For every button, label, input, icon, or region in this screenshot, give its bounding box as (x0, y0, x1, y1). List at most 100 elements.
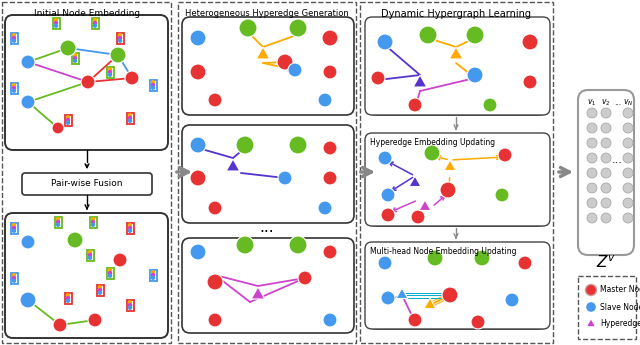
Circle shape (60, 40, 76, 56)
Circle shape (99, 286, 102, 289)
Bar (116, 32, 124, 43)
Circle shape (118, 34, 122, 37)
Circle shape (601, 168, 611, 178)
Circle shape (323, 141, 337, 155)
Circle shape (21, 235, 35, 249)
FancyBboxPatch shape (372, 249, 543, 329)
Circle shape (67, 118, 70, 121)
Bar (65, 115, 72, 126)
Circle shape (587, 123, 597, 133)
Circle shape (474, 250, 490, 266)
Bar (97, 285, 104, 296)
Circle shape (505, 293, 519, 307)
Circle shape (56, 218, 60, 221)
Circle shape (318, 201, 332, 215)
Circle shape (13, 89, 15, 92)
Circle shape (54, 24, 58, 27)
Circle shape (381, 208, 395, 222)
Circle shape (408, 313, 422, 327)
Circle shape (56, 223, 60, 226)
Circle shape (289, 19, 307, 37)
Circle shape (623, 153, 633, 163)
Circle shape (129, 119, 131, 122)
Circle shape (81, 75, 95, 89)
Circle shape (587, 198, 597, 208)
Circle shape (93, 24, 97, 27)
Circle shape (93, 19, 97, 22)
Circle shape (236, 236, 254, 254)
Text: $v_N$: $v_N$ (623, 98, 633, 108)
Bar (54, 217, 61, 227)
Text: Master Node: Master Node (600, 286, 640, 295)
Circle shape (190, 244, 206, 260)
Circle shape (587, 153, 597, 163)
Bar (360, 2, 553, 343)
FancyBboxPatch shape (372, 140, 543, 226)
Circle shape (13, 39, 15, 42)
Circle shape (152, 274, 154, 276)
Bar (92, 18, 99, 29)
Circle shape (190, 137, 206, 153)
Polygon shape (586, 318, 596, 327)
Text: ...: ... (612, 155, 623, 165)
Circle shape (129, 224, 131, 227)
Circle shape (88, 313, 102, 327)
Circle shape (152, 81, 154, 84)
Circle shape (129, 227, 131, 229)
Bar (10, 82, 17, 93)
Bar (127, 112, 134, 124)
FancyBboxPatch shape (365, 17, 550, 115)
Text: Dynamic Hypergraph Learning: Dynamic Hypergraph Learning (381, 9, 531, 19)
FancyBboxPatch shape (182, 125, 354, 223)
Circle shape (125, 71, 139, 85)
Circle shape (54, 21, 58, 24)
Circle shape (623, 108, 633, 118)
Circle shape (118, 39, 122, 42)
Text: Hyperedge Embedding Updating: Hyperedge Embedding Updating (370, 138, 495, 147)
Circle shape (601, 108, 611, 118)
Circle shape (88, 254, 92, 256)
Circle shape (190, 170, 206, 186)
Polygon shape (409, 176, 421, 187)
Circle shape (236, 136, 254, 154)
Polygon shape (449, 47, 463, 59)
Bar (178, 2, 356, 343)
Circle shape (518, 256, 532, 270)
Circle shape (13, 229, 15, 232)
Circle shape (74, 59, 77, 62)
Polygon shape (419, 200, 431, 210)
Circle shape (495, 188, 509, 202)
Circle shape (288, 63, 302, 77)
Circle shape (278, 171, 292, 185)
Circle shape (129, 229, 131, 232)
Circle shape (586, 285, 596, 296)
Circle shape (20, 292, 36, 308)
Bar (150, 269, 157, 280)
Circle shape (92, 218, 95, 221)
Bar (10, 223, 17, 234)
Circle shape (67, 299, 70, 302)
Circle shape (67, 296, 70, 299)
Circle shape (442, 287, 458, 303)
Circle shape (586, 302, 596, 313)
Circle shape (466, 26, 484, 44)
Circle shape (13, 84, 15, 87)
Circle shape (298, 271, 312, 285)
Circle shape (118, 37, 122, 39)
FancyBboxPatch shape (368, 20, 547, 115)
Circle shape (381, 291, 395, 305)
Circle shape (208, 201, 222, 215)
Circle shape (67, 294, 70, 297)
Circle shape (13, 274, 15, 277)
Circle shape (483, 98, 497, 112)
Circle shape (67, 232, 83, 248)
Polygon shape (256, 47, 270, 59)
Circle shape (129, 114, 131, 117)
Circle shape (129, 301, 131, 304)
Circle shape (208, 313, 222, 327)
Circle shape (109, 272, 111, 275)
Circle shape (129, 306, 131, 309)
Circle shape (21, 95, 35, 109)
FancyBboxPatch shape (372, 24, 543, 115)
Text: Hyperedge: Hyperedge (600, 319, 640, 328)
